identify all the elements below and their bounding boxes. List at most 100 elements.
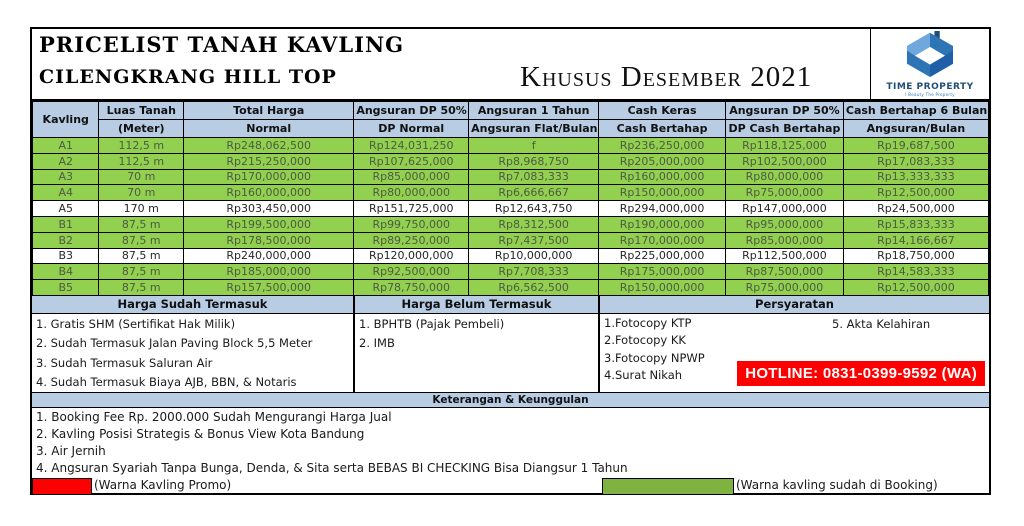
col-header: Angsuran 1 Tahun (468, 101, 600, 120)
list-item: 4. Sudah Termasuk Biaya AJB, BBN, & Nota… (36, 375, 297, 390)
price-cell: Rp12,500,000 (842, 184, 990, 202)
section-included-body: 1. Gratis SHM (Sertifikat Hak Milik) 2. S… (32, 314, 353, 394)
luas-cell: 112,5 m (98, 152, 185, 170)
table-row: A3 70 m Rp170,000,000 Rp85,000,000 Rp7,083,3… (31, 168, 990, 186)
list-item: 1. BPHTB (Pajak Pembeli) (359, 316, 505, 331)
price-cell: Rp19,687,500 (842, 137, 990, 154)
legend-row: (Warna Kavling Promo) (Warna kavling sud… (32, 477, 989, 495)
table-row: A5 170 m Rp303,450,000 Rp151,725,000 Rp12,64… (31, 200, 990, 217)
price-cell: Rp178,500,000 (183, 231, 355, 249)
page-subtitle-location: CILENGKRANG HILL TOP (39, 66, 337, 88)
col-subheader: (Meter) (98, 119, 185, 138)
kavling-cell: A4 (31, 184, 100, 202)
col-header: Luas Tanah (98, 101, 185, 120)
price-cell: Rp15,833,333 (842, 215, 990, 233)
price-cell: Rp95,000,000 (725, 215, 844, 233)
legend-booked-swatch (602, 477, 734, 495)
table-row: A1 112,5 m Rp248,062,500 Rp124,031,250 f Rp23… (31, 137, 990, 154)
col-header: Kavling (31, 101, 100, 138)
kavling-cell: B5 (31, 279, 100, 296)
price-cell: Rp248,062,500 (183, 137, 355, 154)
price-cell: Rp124,031,250 (353, 137, 470, 154)
company-logo: TIME PROPERTY I Beauty The Property (870, 29, 989, 99)
notes-list: 1. Booking Fee Rp. 2000.000 Sudah Mengur… (36, 409, 989, 477)
price-cell: Rp175,000,000 (598, 263, 727, 281)
kavling-cell: A1 (31, 137, 100, 154)
price-cell: Rp240,000,000 (183, 247, 355, 265)
kavling-cell: A2 (31, 152, 100, 170)
price-cell: Rp10,000,000 (468, 247, 600, 265)
price-cell: Rp24,500,000 (842, 200, 990, 217)
list-item: 3. Sudah Termasuk Saluran Air (36, 355, 213, 370)
price-cell: Rp6,666,667 (468, 184, 600, 202)
section-included: Harga Sudah Termasuk 1. Gratis SHM (Sert… (32, 295, 353, 394)
time-property-logo-icon (903, 31, 957, 81)
price-cell: Rp170,000,000 (183, 168, 355, 186)
price-cell: Rp120,000,000 (353, 247, 470, 265)
col-subheader: DP Cash Bertahap (725, 119, 844, 138)
list-item: 2.Fotocopy KK (604, 333, 686, 348)
price-cell: Rp7,437,500 (468, 231, 600, 249)
list-item: 2. IMB (359, 336, 395, 351)
col-subheader: Angsuran/Bulan (842, 119, 990, 138)
table-row: A2 112,5 m Rp215,250,000 Rp107,625,000 Rp8,9… (31, 152, 990, 170)
price-cell: Rp102,500,000 (725, 152, 844, 170)
price-cell: Rp294,000,000 (598, 200, 727, 217)
page-title: PRICELIST TANAH KAVLING (39, 32, 405, 57)
table-row: B5 87,5 m Rp157,500,000 Rp78,750,000 Rp6,562… (31, 279, 990, 296)
price-cell: Rp99,750,000 (353, 215, 470, 233)
col-subheader: Normal (183, 119, 355, 138)
price-cell: Rp92,500,000 (353, 263, 470, 281)
price-cell: Rp85,000,000 (725, 231, 844, 249)
price-cell: Rp190,000,000 (598, 215, 727, 233)
price-cell: Rp8,968,750 (468, 152, 600, 170)
info-sections: Harga Sudah Termasuk 1. Gratis SHM (Sert… (32, 295, 989, 394)
hotline-badge: HOTLINE: 0831-0399-9592 (WA) (737, 360, 985, 386)
price-cell: Rp303,450,000 (183, 200, 355, 217)
notes-title-band: Keterangan & Keunggulan (32, 392, 989, 408)
price-cell: Rp225,000,000 (598, 247, 727, 265)
price-cell: Rp185,000,000 (183, 263, 355, 281)
price-cell: Rp157,500,000 (183, 279, 355, 296)
col-subheader: Angsuran Flat/Bulan (468, 119, 600, 138)
price-cell: Rp12,643,750 (468, 200, 600, 217)
kavling-cell: A5 (31, 200, 100, 217)
requirement-item-5: 5. Akta Kelahiran (832, 316, 931, 331)
section-requirements: Persyaratan 1.Fotocopy KTP 2.Fotocopy KK 3… (598, 295, 989, 392)
price-cell: Rp75,000,000 (725, 184, 844, 202)
logo-name: TIME PROPERTY (886, 82, 974, 92)
table-row: B2 87,5 m Rp178,500,000 Rp89,250,000 Rp7,437… (31, 231, 990, 249)
price-cell: Rp78,750,000 (353, 279, 470, 296)
price-cell: Rp151,725,000 (353, 200, 470, 217)
price-cell: Rp85,000,000 (353, 168, 470, 186)
list-item: 1.Fotocopy KTP (604, 315, 692, 330)
price-cell: Rp75,000,000 (725, 279, 844, 296)
price-cell: Rp150,000,000 (598, 279, 727, 296)
price-cell: Rp236,250,000 (598, 137, 727, 154)
legend-promo-swatch (32, 477, 92, 495)
price-cell: Rp199,500,000 (183, 215, 355, 233)
section-excluded-body: 1. BPHTB (Pajak Pembeli) 2. IMB (355, 314, 598, 392)
luas-cell: 87,5 m (98, 279, 185, 296)
legend-booked-label: (Warna kavling sudah di Booking) (736, 477, 938, 492)
legend-promo-label: (Warna Kavling Promo) (94, 477, 232, 492)
period-label: Khusus Desember 2021 (520, 61, 813, 93)
luas-cell: 170 m (98, 200, 185, 217)
col-header: Total Harga (183, 101, 355, 120)
price-cell: Rp112,500,000 (725, 247, 844, 265)
list-item: 1. Booking Fee Rp. 2000.000 Sudah Mengur… (36, 409, 392, 424)
kavling-cell: B2 (31, 231, 100, 249)
price-cell: Rp12,500,000 (842, 279, 990, 296)
list-item: 1. Gratis SHM (Sertifikat Hak Milik) (36, 316, 236, 331)
logo-tagline: I Beauty The Property (905, 92, 955, 97)
list-item: 3.Fotocopy NPWP (604, 350, 705, 365)
section-excluded-title: Harga Belum Termasuk (355, 295, 598, 314)
price-cell: Rp205,000,000 (598, 152, 727, 170)
price-cell: Rp13,333,333 (842, 168, 990, 186)
kavling-cell: B1 (31, 215, 100, 233)
luas-cell: 87,5 m (98, 231, 185, 249)
price-cell: Rp6,562,500 (468, 279, 600, 296)
price-cell: Rp7,083,333 (468, 168, 600, 186)
luas-cell: 70 m (98, 168, 185, 186)
price-cell: Rp89,250,000 (353, 231, 470, 249)
